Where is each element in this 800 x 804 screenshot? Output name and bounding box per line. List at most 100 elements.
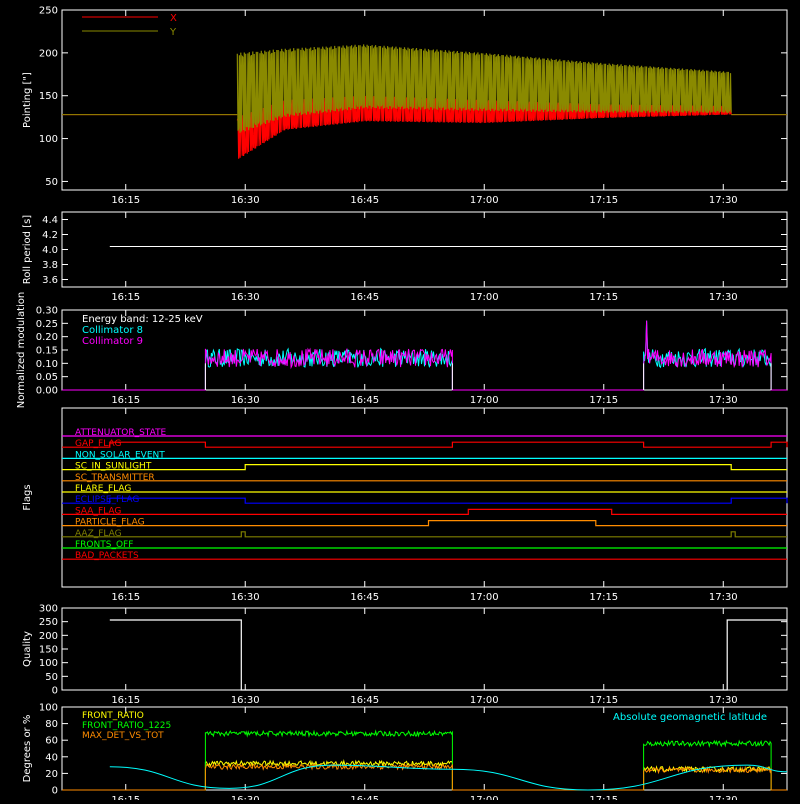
panel-1-xtick-label: 16:30 [231, 292, 260, 303]
panel-2-ytick-label: 0.05 [36, 372, 58, 383]
panel-2-ytick-label: 0.25 [36, 319, 58, 330]
flag-line-aaz-flag [62, 531, 787, 538]
panel-4-ylabel: Quality [22, 631, 33, 667]
panel-5-ytick-label: 100 [39, 703, 58, 714]
panel-0-ylabel: Pointing ["] [22, 72, 33, 128]
flag-line-saa-flag [62, 508, 787, 515]
panel-5-xtick-label: 17:30 [709, 795, 738, 800]
panel-2-ytick-label: 0.30 [36, 306, 58, 317]
panel-1-ytick-label: 4.2 [42, 230, 58, 241]
legend-X-label: X [170, 13, 177, 24]
panel-2-xtick-label: 16:30 [231, 395, 260, 406]
panel-5-ytick-label: 80 [45, 719, 58, 730]
panel-4-ytick-label: 250 [39, 617, 58, 628]
panel-3-xtick-label: 16:30 [231, 592, 260, 603]
panel-1-ylabel: Roll period [s] [22, 215, 33, 284]
panel-5-xtick-label: 16:15 [111, 795, 140, 800]
panel-1-ytick-label: 4.0 [42, 245, 58, 256]
panel-2-ytick-label: 0.20 [36, 332, 58, 343]
ratio-series-1 [62, 729, 787, 791]
legend-modulation-1: Collimator 9 [82, 336, 143, 347]
panel-5-xtick-label: 17:15 [589, 795, 618, 800]
panel-0-ytick-label: 150 [39, 91, 58, 102]
legend-geomagnetic-latitude: Absolute geomagnetic latitude [613, 712, 767, 723]
legend-modulation-0: Collimator 8 [82, 325, 143, 336]
ratio-series-2 [62, 762, 787, 791]
panel-5-ylabel: Degrees or % [22, 715, 33, 783]
panel-2-ytick-label: 0.15 [36, 346, 58, 357]
panel-2-xtick-label: 17:30 [709, 395, 738, 406]
panel-2-xtick-label: 17:15 [589, 395, 618, 406]
panel-2-xtick-label: 16:15 [111, 395, 140, 406]
panel-4-xtick-label: 17:00 [470, 695, 499, 706]
flag-line-eclipse-flag [62, 497, 788, 504]
panel-3-xtick-label: 17:15 [589, 592, 618, 603]
panel-4-ytick-label: 200 [39, 631, 58, 642]
flag-line-sc-in-sunlight [62, 464, 787, 471]
panel-1-xtick-label: 16:15 [111, 292, 140, 303]
panel-1-ytick-label: 3.8 [42, 260, 58, 271]
legend-Y-label: Y [169, 27, 177, 38]
panel-2-xtick-label: 16:45 [350, 395, 379, 406]
panel-2-ytick-label: 0.10 [36, 359, 58, 370]
panel-5-xtick-label: 17:00 [470, 795, 499, 800]
panel-1-ytick-label: 4.4 [42, 215, 58, 226]
flag-label-aaz-flag: AAZ_FLAG [75, 529, 122, 539]
flag-label-sc-in-sunlight: SC_IN_SUNLIGHT [75, 462, 152, 472]
panel-1-ytick-label: 3.6 [42, 275, 58, 286]
panel-5-xtick-label: 16:45 [350, 795, 379, 800]
panel-0-xtick-label: 17:15 [589, 195, 618, 206]
panel-5-ytick-label: 0 [52, 786, 58, 797]
panel-3-xtick-label: 17:30 [709, 592, 738, 603]
panel-4-xtick-label: 16:45 [350, 695, 379, 706]
panel-4-ytick-label: 150 [39, 645, 58, 656]
pointing-Y-series [236, 44, 732, 133]
flag-line-particle-flag [62, 520, 787, 527]
legend-ratio-0: FRONT_RATIO [82, 711, 144, 721]
panel-5-frame [61, 706, 788, 791]
panel-4-ytick-label: 0 [52, 686, 58, 697]
panel-1-xtick-label: 17:30 [709, 292, 738, 303]
panel-3-xtick-label: 16:45 [350, 592, 379, 603]
flag-label-gap-flag: GAP_FLAG [75, 439, 121, 449]
panel-4-xtick-label: 17:15 [589, 695, 618, 706]
panel-2-ylabel: Normalized modulation [16, 292, 27, 409]
panel-4-xtick-label: 16:15 [111, 695, 140, 706]
panel-0-xtick-label: 17:30 [709, 195, 738, 206]
flag-label-attenuator-state: ATTENUATOR_STATE [75, 428, 167, 438]
panel-1-xtick-label: 16:45 [350, 292, 379, 303]
panel-5-ytick-label: 40 [45, 752, 58, 763]
panel-1-xtick-label: 17:15 [589, 292, 618, 303]
panel-3-ylabel: Flags [22, 484, 33, 510]
panel-4-ytick-label: 50 [45, 672, 58, 683]
panel-2-xtick-label: 17:00 [470, 395, 499, 406]
panel-5-xtick-label: 16:30 [231, 795, 260, 800]
panel-5-ytick-label: 60 [45, 736, 58, 747]
panel-4-ytick-label: 300 [39, 604, 58, 615]
flag-label-eclipse-flag: ECLIPSE_FLAG [75, 495, 139, 505]
panel-0-xtick-label: 16:45 [350, 195, 379, 206]
panel-4-xtick-label: 16:30 [231, 695, 260, 706]
flag-label-bad-packets: BAD_PACKETS [75, 551, 139, 561]
panel-0-ytick-label: 100 [39, 134, 58, 145]
panel-3-frame [61, 407, 788, 588]
panel-4-xtick-label: 17:30 [709, 695, 738, 706]
geomagnetic-latitude-series [109, 764, 788, 791]
modulation-annotation: Energy band: 12-25 keV [82, 314, 203, 325]
flag-label-particle-flag: PARTICLE_FLAG [75, 518, 145, 528]
modulation-series-1 [62, 320, 787, 391]
panel-0-ytick-label: 200 [39, 48, 58, 59]
panel-0-ytick-label: 250 [39, 6, 58, 17]
panel-0-ytick-label: 50 [45, 177, 58, 188]
flag-label-saa-flag: SAA_FLAG [75, 506, 121, 516]
flag-line-gap-flag [62, 441, 788, 448]
panel-0-xtick-label: 16:30 [231, 195, 260, 206]
legend-ratio-2: MAX_DET_VS_TOT [82, 731, 164, 741]
panel-3-xtick-label: 17:00 [470, 592, 499, 603]
panel-0-xtick-label: 17:00 [470, 195, 499, 206]
flag-label-non-solar-event: NON_SOLAR_EVENT [75, 450, 165, 460]
quality-line [109, 619, 787, 691]
panel-5-ytick-label: 20 [45, 769, 58, 780]
